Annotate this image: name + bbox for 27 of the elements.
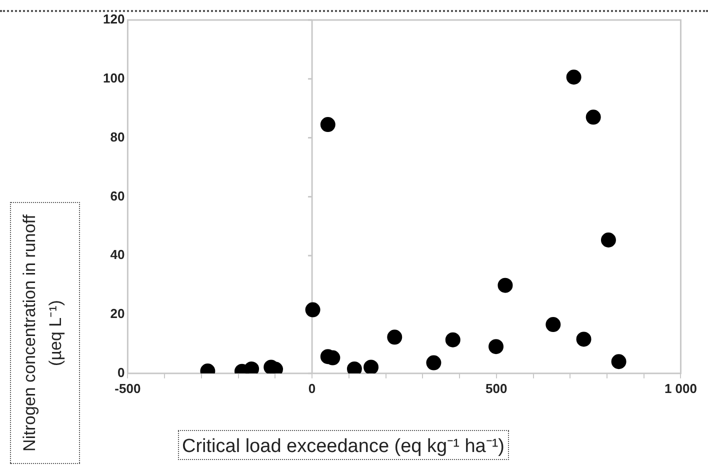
y-axis-title: Nitrogen concentration in runoff (µeq L⁻¹) (10, 202, 80, 464)
x-tick-label: 500 (486, 380, 508, 396)
point (387, 330, 402, 345)
point (611, 354, 626, 370)
point (445, 332, 460, 348)
point (320, 117, 336, 132)
x-tick-label: 0 (308, 380, 316, 396)
y-tick-label: 20 (110, 306, 125, 322)
y-tick-label: 120 (102, 12, 125, 27)
y-tick-label: 0 (117, 364, 125, 380)
x-axis-title: Critical load exceedance (eq kg⁻¹ ha⁻¹) (178, 430, 508, 460)
y-tick-label: 60 (110, 188, 125, 204)
x-tick-label: -500 (114, 380, 141, 396)
y-tick-label: 100 (102, 70, 125, 86)
point (600, 232, 616, 248)
point (546, 317, 561, 332)
point (305, 302, 320, 318)
x-tick-label: 1 000 (664, 380, 698, 396)
y-tick-label: 40 (110, 247, 125, 262)
point (566, 70, 582, 85)
y-tick-label: 80 (110, 129, 125, 144)
point (498, 278, 513, 293)
point (576, 332, 592, 347)
point (364, 360, 379, 374)
point (488, 339, 504, 354)
point (586, 110, 601, 125)
point (426, 355, 442, 370)
